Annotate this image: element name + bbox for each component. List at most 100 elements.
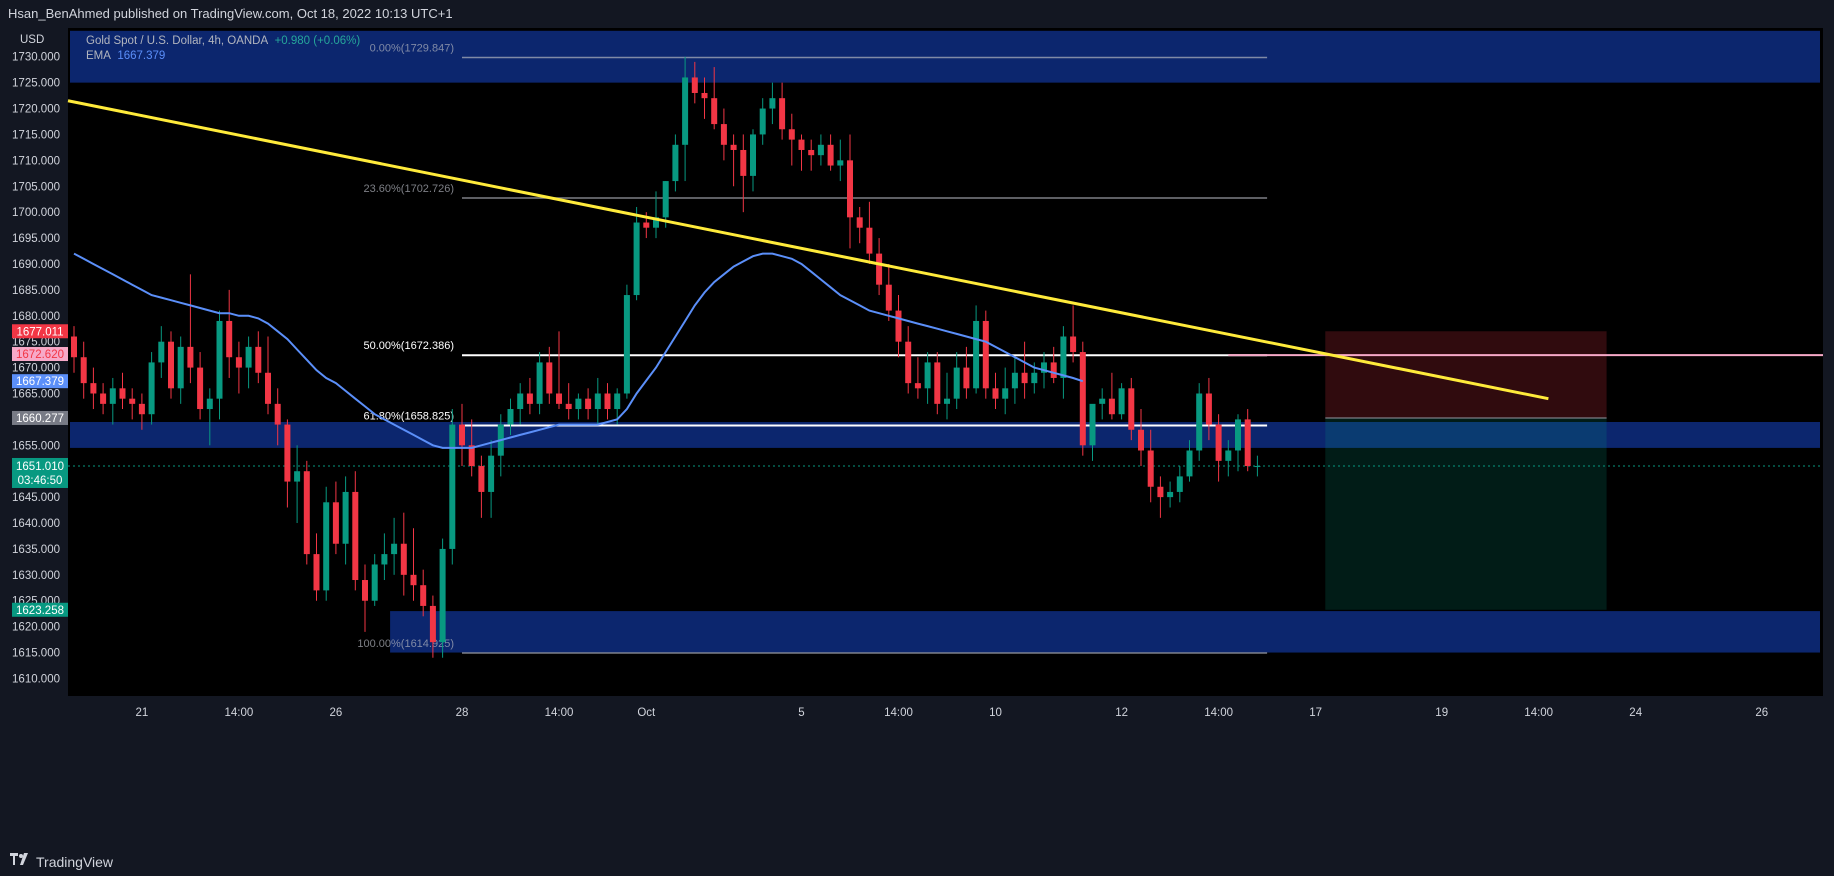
candle-body <box>944 398 950 404</box>
candle-body <box>226 320 233 358</box>
footer-brand: TradingView <box>36 853 114 870</box>
y-tick-label: 1675.000 <box>12 337 60 349</box>
candle <box>381 533 388 581</box>
candle <box>1021 341 1028 399</box>
candle-body <box>1205 393 1212 425</box>
candle <box>459 403 465 467</box>
candle-body <box>876 253 883 285</box>
candle-body <box>1099 398 1106 404</box>
x-tick-label: 12 <box>1115 707 1128 719</box>
price-label: 1677.011 <box>16 326 63 338</box>
candle-body <box>1089 403 1096 446</box>
candle <box>1205 377 1212 441</box>
fib-level-label: 100.00%(1614.925) <box>357 638 454 650</box>
support-resistance-zone <box>70 30 1820 83</box>
candle-body <box>1011 372 1018 389</box>
candle <box>847 134 853 249</box>
candle-body <box>1031 372 1038 384</box>
candle-body <box>982 320 989 389</box>
support-resistance-zone <box>390 611 1821 653</box>
candle <box>546 346 553 404</box>
candle <box>119 372 126 410</box>
candle-body <box>488 455 495 492</box>
candle-body <box>827 144 834 166</box>
y-tick-label: 1695.000 <box>12 233 60 245</box>
x-tick-label: 17 <box>1309 707 1322 719</box>
y-tick-label: 1720.000 <box>12 104 60 116</box>
candle <box>168 331 174 399</box>
candle-body <box>1215 424 1222 461</box>
candle-body <box>1235 419 1241 451</box>
candle <box>245 336 252 389</box>
candle <box>779 82 786 140</box>
candle <box>507 398 514 435</box>
candle-body <box>429 605 436 643</box>
candle <box>556 331 562 410</box>
current-price-box <box>12 457 68 488</box>
candle <box>352 471 359 591</box>
candle <box>1147 429 1154 503</box>
candle <box>682 56 689 182</box>
candle-body <box>720 124 727 145</box>
candle <box>439 538 446 658</box>
candle-body <box>158 341 165 363</box>
candle <box>109 377 116 425</box>
candle <box>362 564 368 632</box>
candle-body <box>1196 393 1203 451</box>
candle-body <box>934 362 941 404</box>
x-tick-label: 5 <box>798 707 804 719</box>
candle <box>1118 383 1125 420</box>
candle <box>798 134 805 171</box>
candle <box>90 367 97 410</box>
candle <box>934 352 941 415</box>
candle <box>206 388 213 446</box>
tradingview-logo-icon[interactable] <box>10 849 32 876</box>
candle-body <box>1138 429 1144 451</box>
candle <box>711 67 718 130</box>
price-chart[interactable]: 0.00%(1729.847) 23.60%(1702.726) 50.00%(16… <box>0 28 1834 848</box>
candle-body <box>614 393 621 410</box>
candle <box>284 419 291 508</box>
x-tick-label: 21 <box>136 707 149 719</box>
candle <box>973 305 980 394</box>
candle <box>817 134 824 166</box>
x-tick-label: 14:00 <box>545 707 574 719</box>
candle <box>1099 388 1106 420</box>
candle-body <box>371 564 378 601</box>
candle <box>177 336 184 404</box>
candle-body <box>963 367 970 389</box>
candle-body <box>779 98 786 130</box>
candle-body <box>788 129 795 140</box>
candle <box>294 445 301 524</box>
price-label: 1667.379 <box>16 376 64 388</box>
candle-body <box>1147 450 1154 487</box>
candle-body <box>1225 450 1232 461</box>
candle <box>410 528 417 601</box>
candle <box>914 357 921 399</box>
y-tick-label: 1730.000 <box>12 52 60 64</box>
candle <box>255 331 262 384</box>
candle-body <box>1186 450 1193 477</box>
candle-body <box>585 398 592 410</box>
candle-body <box>381 554 388 565</box>
candle-body <box>1002 388 1009 399</box>
y-tick-label: 1640.000 <box>12 518 60 530</box>
candle <box>953 352 960 410</box>
candle-body <box>953 367 960 399</box>
candle-body <box>284 424 291 482</box>
candle-body <box>973 320 980 389</box>
candle <box>992 372 999 410</box>
y-tick-label: 1670.000 <box>12 363 60 375</box>
candle <box>575 393 582 420</box>
candle <box>720 108 727 161</box>
candle-body <box>643 222 650 228</box>
candle-body <box>90 383 97 394</box>
candle <box>808 139 815 171</box>
candle-body <box>1050 362 1057 378</box>
candle-body <box>905 341 912 384</box>
countdown-label: 03:46:50 <box>18 475 63 487</box>
y-tick-label: 1655.000 <box>12 440 60 452</box>
candle-body <box>245 346 252 368</box>
candle <box>1060 326 1067 399</box>
candle-body <box>672 144 679 182</box>
